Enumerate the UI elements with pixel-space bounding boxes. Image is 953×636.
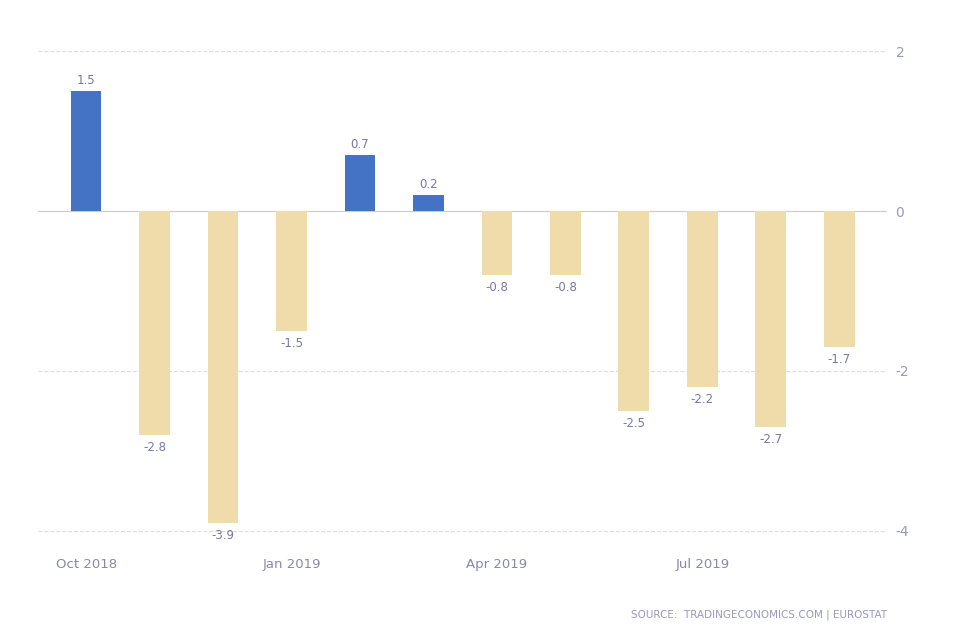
Text: 0.7: 0.7 — [351, 138, 369, 151]
Bar — [481, 211, 512, 275]
Text: -2.8: -2.8 — [143, 441, 166, 453]
Bar — [755, 211, 785, 427]
Bar — [208, 211, 238, 523]
Text: -2.5: -2.5 — [621, 417, 644, 429]
Text: SOURCE:  TRADINGECONOMICS.COM | EUROSTAT: SOURCE: TRADINGECONOMICS.COM | EUROSTAT — [631, 609, 886, 620]
Text: -2.7: -2.7 — [759, 432, 781, 446]
Text: -0.8: -0.8 — [554, 280, 577, 294]
Bar — [71, 91, 101, 211]
Text: 1.5: 1.5 — [76, 74, 95, 87]
Bar — [344, 155, 375, 211]
Bar — [686, 211, 717, 387]
Text: -2.2: -2.2 — [690, 392, 713, 406]
Text: -1.7: -1.7 — [827, 352, 850, 366]
Bar — [823, 211, 854, 347]
Text: -3.9: -3.9 — [212, 529, 234, 542]
Bar — [139, 211, 170, 435]
Bar — [413, 195, 443, 211]
Text: -0.8: -0.8 — [485, 280, 508, 294]
Text: 0.2: 0.2 — [418, 178, 437, 191]
Bar — [275, 211, 307, 331]
Text: -1.5: -1.5 — [280, 336, 303, 350]
Bar — [550, 211, 580, 275]
Bar — [618, 211, 649, 411]
